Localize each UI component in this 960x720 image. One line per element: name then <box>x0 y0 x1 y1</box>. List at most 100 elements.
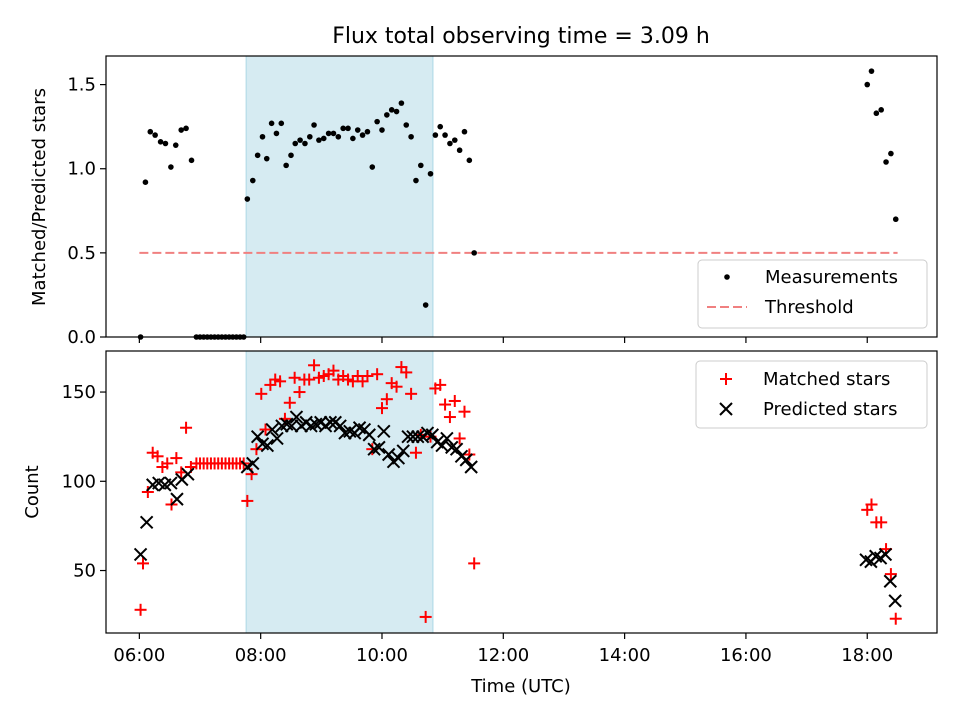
predicted-star-stroke <box>883 574 898 588</box>
legend-predicted-label: Predicted stars <box>763 399 897 420</box>
predicted-star-stroke <box>323 415 338 430</box>
measurement-point <box>335 133 342 140</box>
measurement-points <box>137 68 899 340</box>
matched-star-point <box>134 603 147 616</box>
measurement-point <box>878 107 884 113</box>
predicted-star-point <box>164 476 178 490</box>
predicted-star-stroke <box>377 424 391 439</box>
measurement-point <box>325 130 332 137</box>
measurement-point <box>307 133 313 140</box>
measurement-point <box>413 177 419 184</box>
predicted-star-stroke <box>396 444 410 458</box>
predicted-star-stroke <box>289 410 304 424</box>
matched-star-point <box>308 359 321 372</box>
measurement-point <box>418 162 424 169</box>
predicted-star-stroke <box>181 467 195 481</box>
top-plot-frame <box>105 55 938 338</box>
matched-star-point <box>241 494 254 507</box>
measurement-point <box>283 162 289 169</box>
matched-star-point <box>865 498 878 511</box>
predicted-star-stroke <box>445 440 459 455</box>
top-axis-ticks: 0.0 0.5 1.0 1.5 <box>67 75 868 348</box>
measurement-point <box>447 140 453 147</box>
matched-star-point <box>327 364 340 377</box>
y-tick-label-bottom: 50 <box>73 561 96 582</box>
x-tick-label: 10:00 <box>356 645 408 666</box>
predicted-star-point <box>440 431 454 446</box>
measurement-point <box>297 137 303 143</box>
matched-star-point <box>390 380 403 393</box>
measurement-point <box>388 107 395 113</box>
bottom-axis-ticks: 50 100 150 06:00 08:00 10:00 12:00 14:00 16:00 18… <box>62 382 894 666</box>
matched-star-point <box>274 375 287 388</box>
measurement-point <box>432 132 439 138</box>
measurement-point <box>311 122 317 128</box>
legend-bottom-frame <box>695 360 928 429</box>
measurement-point <box>359 132 366 138</box>
legend-measurements-label: Measurements <box>765 267 898 288</box>
predicted-star-point <box>406 429 420 444</box>
predicted-star-point <box>270 431 284 446</box>
measurement-point <box>408 133 414 140</box>
predicted-star-stroke <box>888 594 902 608</box>
measurement-point <box>422 302 429 308</box>
count-points <box>133 359 902 625</box>
predicted-star-point <box>246 456 260 471</box>
legend-matched-marker <box>720 373 732 385</box>
matched-star-point <box>293 386 306 399</box>
x-tick-label: 16:00 <box>720 645 772 666</box>
matched-star-point <box>405 387 418 400</box>
predicted-star-stroke <box>859 553 873 567</box>
measurement-point <box>384 112 390 118</box>
legend-predicted-marker <box>719 402 733 416</box>
predicted-star-point <box>133 547 148 562</box>
matched-star-point <box>458 405 471 418</box>
predicted-star-point <box>381 447 396 462</box>
predicted-star-stroke <box>411 429 425 444</box>
top-panel: 0.0 0.5 1.0 1.5 Matched/Predicted stars Mea… <box>29 55 938 348</box>
predicted-star-stroke <box>440 431 454 446</box>
measurement-point <box>302 140 308 147</box>
measurement-point <box>172 142 179 148</box>
matched-star-point <box>448 394 461 407</box>
matched-star-point <box>170 452 183 465</box>
predicted-star-stroke <box>406 429 420 444</box>
legend-top-frame <box>697 259 928 329</box>
predicted-star-stroke <box>391 451 406 465</box>
matched-star-point <box>468 557 481 570</box>
predicted-star-stroke <box>250 429 265 444</box>
measurement-point <box>249 177 256 184</box>
predicted-star-stroke <box>270 431 284 446</box>
predicted-star-point <box>333 419 347 433</box>
measurement-point <box>345 125 351 132</box>
matched-star-point <box>180 421 193 434</box>
predicted-star-point <box>878 547 893 562</box>
matched-star-point <box>371 368 384 381</box>
predicted-star-point <box>139 515 154 530</box>
measurement-point <box>178 127 185 133</box>
predicted-star-point <box>170 492 184 506</box>
measurement-point <box>354 127 361 133</box>
measurement-point <box>466 157 473 164</box>
matched-star-point <box>443 411 456 424</box>
predicted-star-stroke <box>878 547 893 562</box>
matched-star-point <box>141 486 154 498</box>
predicted-star-stroke <box>381 447 396 462</box>
x-axis-label: Time (UTC) <box>470 676 571 697</box>
measurement-point <box>442 132 448 138</box>
measurement-point <box>888 150 894 157</box>
predicted-star-point <box>362 428 376 442</box>
matched-star-point <box>283 396 296 409</box>
x-tick-label: 08:00 <box>235 645 287 666</box>
legend-measurements-marker <box>724 274 730 280</box>
measurement-point <box>320 135 327 142</box>
y-tick-label-bottom: 150 <box>62 382 96 403</box>
predicted-star-stroke <box>401 429 415 444</box>
matched-star-point <box>400 366 413 379</box>
measurement-point <box>244 196 251 202</box>
measurement-point <box>292 140 299 147</box>
measurement-point <box>398 100 405 106</box>
predicted-star-point <box>425 428 440 442</box>
matched-star-point <box>419 610 432 623</box>
predicted-star-point <box>323 415 338 430</box>
